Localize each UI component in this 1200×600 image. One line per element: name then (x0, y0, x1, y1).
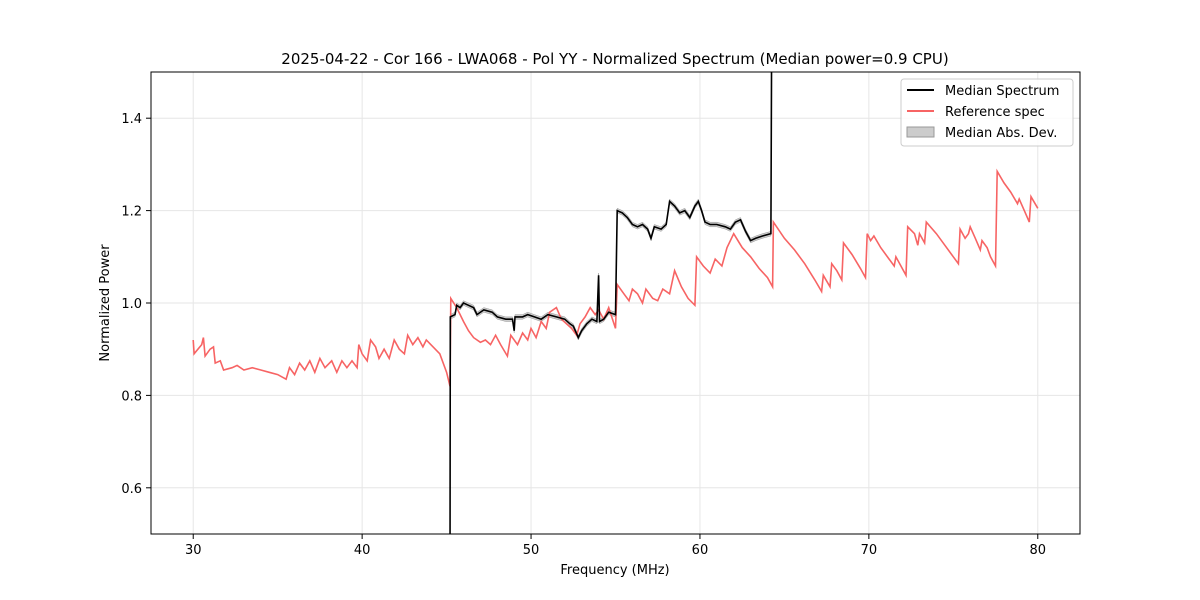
x-tick-label: 30 (185, 543, 202, 558)
reference-spec-line (192, 168, 1039, 387)
grid (151, 72, 1080, 534)
y-tick-label: 1.0 (121, 297, 142, 312)
y-axis-label: Normalized Power (98, 244, 113, 362)
legend-label-median: Median Spectrum (945, 84, 1059, 99)
plot-area: 30 40 50 60 70 80 0.6 0.8 1.0 1.2 1.4 (121, 71, 1081, 558)
x-tick-label: 70 (861, 543, 878, 558)
y-tick-label: 1.4 (121, 112, 142, 127)
x-tick-label: 50 (523, 543, 540, 558)
y-tick-label: 0.8 (121, 389, 142, 404)
median-spectrum-line (449, 72, 773, 534)
legend: Median Spectrum Reference spec Median Ab… (900, 78, 1074, 147)
legend-label-reference: Reference spec (945, 105, 1045, 120)
y-tick-label: 0.6 (121, 482, 142, 497)
x-axis-ticks: 30 40 50 60 70 80 (185, 534, 1046, 558)
series-layer (192, 72, 1039, 534)
legend-swatch-mad (906, 126, 935, 138)
x-tick-label: 80 (1029, 543, 1046, 558)
x-tick-label: 60 (692, 543, 709, 558)
x-axis-label: Frequency (MHz) (560, 563, 669, 578)
legend-label-mad: Median Abs. Dev. (945, 126, 1057, 141)
y-axis-ticks: 0.6 0.8 1.0 1.2 1.4 (121, 112, 151, 497)
y-tick-label: 1.2 (121, 205, 142, 220)
chart-title: 2025-04-22 - Cor 166 - LWA068 - Pol YY -… (281, 50, 948, 68)
x-tick-label: 40 (354, 543, 371, 558)
legend-box (900, 78, 1074, 147)
